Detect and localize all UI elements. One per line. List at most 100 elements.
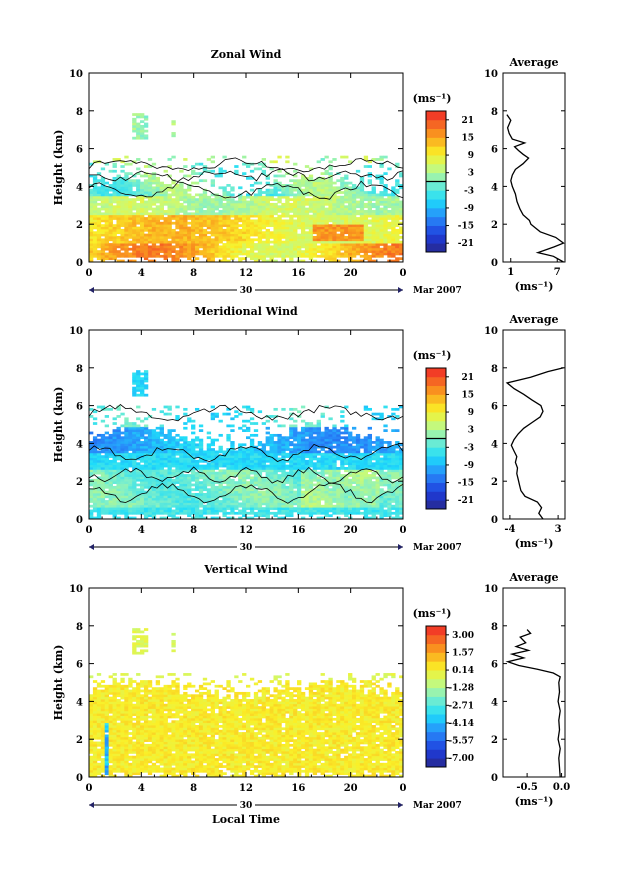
heatmap-cell — [265, 450, 270, 454]
heatmap-cell — [171, 443, 176, 447]
heatmap-cell — [277, 186, 282, 190]
heatmap-cell — [151, 436, 157, 440]
heatmap-cell — [395, 162, 400, 166]
heatmap-cell — [285, 205, 290, 209]
heatmap-cell — [312, 445, 318, 449]
heatmap-cell — [297, 485, 302, 489]
heatmap-cell — [320, 507, 325, 510]
heatmap-cell — [167, 500, 172, 503]
heatmap-cell — [336, 438, 341, 442]
heatmap-cell — [167, 469, 172, 473]
heatmap-cell — [340, 238, 345, 242]
heatmap-cell — [285, 231, 290, 235]
heatmap-cell — [140, 500, 145, 503]
heatmap-cell — [175, 217, 180, 220]
heatmap-cell — [340, 474, 345, 477]
heatmap-cell — [179, 210, 184, 213]
heatmap-cell — [120, 243, 125, 246]
heatmap-cell — [249, 495, 255, 499]
heatmap-cell — [281, 407, 286, 411]
heatmap-cell — [183, 462, 188, 466]
heatmap-cell — [116, 202, 121, 206]
heatmap-cell — [277, 493, 282, 496]
heatmap-cell — [132, 207, 137, 211]
heatmap-cell — [210, 212, 215, 216]
heatmap-cell — [253, 238, 259, 242]
heatmap-cell — [96, 504, 102, 508]
heatmap-cell — [355, 224, 361, 227]
heatmap-cell — [316, 511, 321, 515]
heatmap-cell — [320, 231, 325, 235]
heatmap-cell — [191, 497, 196, 501]
heatmap-cell — [297, 259, 302, 263]
heatmap-cell — [316, 207, 321, 211]
heatmap-cell — [210, 169, 215, 173]
heatmap-cell — [230, 231, 235, 235]
heatmap-cell — [89, 207, 94, 211]
heatmap-cell — [179, 445, 184, 449]
heatmap-cell — [175, 476, 180, 480]
heatmap-cell — [198, 179, 204, 183]
heatmap-cell — [226, 438, 231, 442]
heatmap-cell — [336, 469, 341, 473]
heatmap-cell — [143, 224, 149, 227]
heatmap-cell — [297, 507, 302, 510]
heatmap-cell — [340, 441, 345, 444]
heatmap-cell — [277, 250, 282, 253]
heatmap-cell — [293, 188, 298, 192]
heatmap-cell — [242, 497, 247, 501]
heatmap-cell — [242, 198, 247, 201]
heatmap-cell — [96, 511, 102, 515]
heatmap-cell — [143, 476, 149, 480]
heatmap-cell — [328, 481, 333, 484]
heatmap-cell — [132, 193, 137, 197]
heatmap-cell — [171, 228, 176, 232]
heatmap-cell — [269, 219, 274, 223]
heatmap-cell — [340, 226, 345, 230]
heatmap-cell — [187, 493, 192, 496]
heatmap-cell — [246, 419, 251, 423]
heatmap-cell — [108, 485, 113, 489]
heatmap-cell — [155, 511, 161, 515]
heatmap-cell — [163, 247, 168, 251]
heatmap-cell — [89, 457, 94, 461]
heatmap-cell — [308, 231, 314, 235]
heatmap-cell — [136, 236, 141, 239]
heatmap-cell — [336, 226, 341, 230]
heatmap-cell — [242, 500, 247, 503]
heatmap-cell — [383, 207, 388, 211]
heatmap-cell — [155, 431, 161, 435]
heatmap-cell — [351, 240, 357, 244]
heatmap-cell — [124, 219, 129, 223]
heatmap-cell — [187, 195, 192, 199]
heatmap-cell — [281, 445, 286, 449]
heatmap-cell — [281, 245, 286, 249]
heatmap-cell — [151, 219, 157, 223]
heatmap-cell — [183, 509, 188, 513]
heatmap-cell — [257, 217, 263, 220]
heatmap-cell — [230, 240, 235, 244]
heatmap-cell — [304, 202, 310, 206]
heatmap-cell — [136, 191, 141, 194]
heatmap-cell — [277, 433, 282, 437]
heatmap-cell — [226, 478, 231, 482]
heatmap-cell — [167, 193, 172, 197]
heatmap-cell — [253, 233, 259, 237]
heatmap-cell — [281, 464, 286, 468]
heatmap-cell — [120, 238, 125, 242]
heatmap-cell — [202, 165, 208, 168]
heatmap-cell — [140, 443, 145, 447]
heatmap-cell — [100, 419, 106, 423]
heatmap-cell — [112, 214, 117, 218]
heatmap-cell — [112, 422, 117, 425]
heatmap-cell — [375, 214, 380, 218]
heatmap-cell — [363, 217, 369, 220]
heatmap-cell — [371, 212, 376, 216]
heatmap-cell — [191, 438, 196, 442]
heatmap-cell — [206, 481, 212, 484]
heatmap-cell — [167, 233, 172, 237]
heatmap-cell — [108, 433, 113, 437]
heatmap-cell — [257, 193, 263, 197]
heatmap-cell — [359, 247, 365, 251]
heatmap-cell — [187, 511, 192, 515]
